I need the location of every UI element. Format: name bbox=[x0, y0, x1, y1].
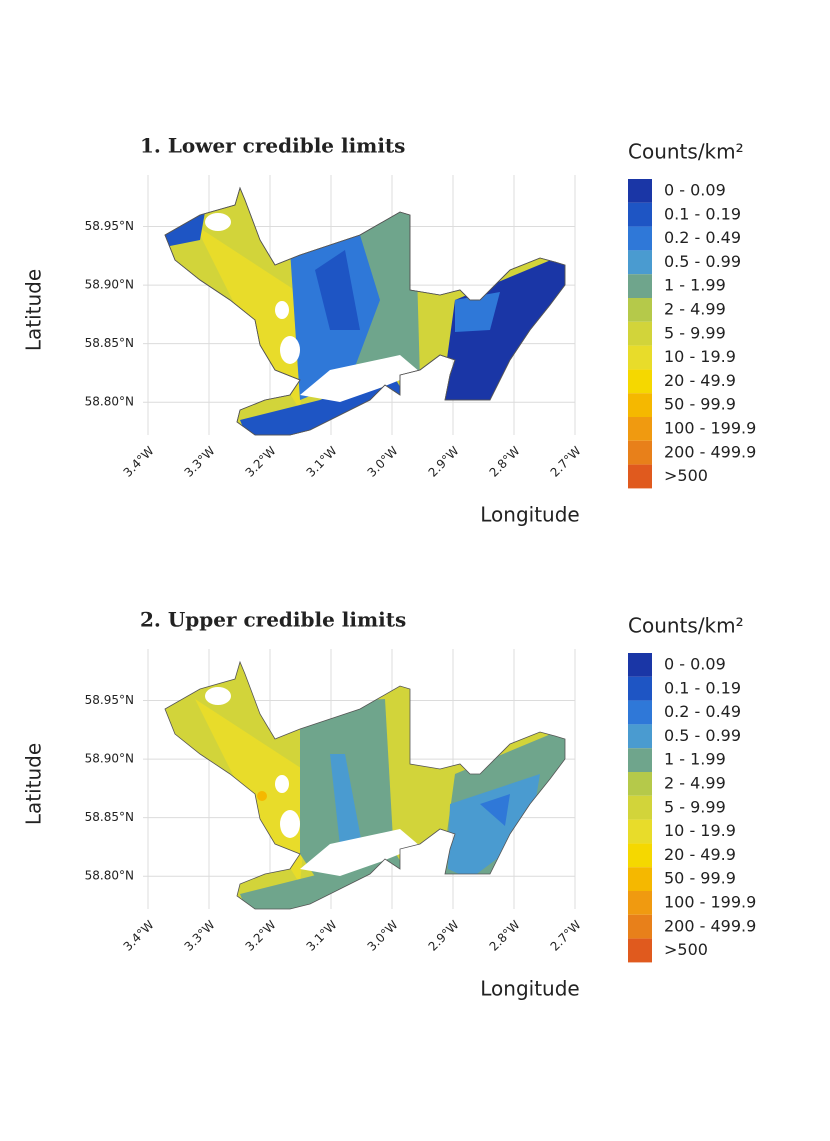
y-tick-label: 58.80°N bbox=[85, 395, 134, 409]
legend-label: 100 - 199.9 bbox=[664, 419, 756, 438]
legend-label: 1 - 1.99 bbox=[664, 276, 726, 295]
x-tick-label: 3.0°W bbox=[365, 444, 401, 480]
legend-title: Counts/km² bbox=[628, 140, 744, 164]
y-tick-label: 58.80°N bbox=[85, 869, 134, 883]
legend-swatch bbox=[628, 772, 652, 796]
legend-swatch bbox=[628, 393, 652, 417]
legend-label: 0 - 0.09 bbox=[664, 181, 726, 200]
y-tick-label: 58.85°N bbox=[85, 810, 134, 824]
legend-label: >500 bbox=[664, 940, 708, 959]
legend-swatch bbox=[628, 417, 652, 441]
legend-swatch bbox=[628, 250, 652, 275]
y-tick-label: 58.95°N bbox=[85, 693, 134, 707]
legend-label: 0.1 - 0.19 bbox=[664, 678, 741, 697]
legend-label: 0.2 - 0.49 bbox=[664, 228, 741, 247]
x-tick-label: 3.0°W bbox=[365, 918, 401, 954]
x-tick-label: 2.7°W bbox=[548, 444, 584, 480]
y-tick-label: 58.90°N bbox=[85, 752, 134, 766]
legend-swatch bbox=[628, 298, 652, 322]
x-axis-label: Longitude bbox=[480, 503, 579, 527]
legend-swatch bbox=[628, 345, 652, 370]
x-tick-label: 2.9°W bbox=[426, 918, 462, 954]
x-tick-label: 3.2°W bbox=[243, 918, 279, 954]
legend-swatch bbox=[628, 891, 652, 915]
legend-label: 200 - 499.9 bbox=[664, 442, 756, 461]
panel-title: 1. Lower credible limits bbox=[140, 134, 405, 158]
legend-label: 50 - 99.9 bbox=[664, 869, 736, 888]
x-tick-label: 3.4°W bbox=[121, 918, 157, 954]
legend-label: 0.2 - 0.49 bbox=[664, 702, 741, 721]
legend-swatch bbox=[628, 464, 652, 489]
legend-swatch bbox=[628, 274, 652, 298]
legend-swatch bbox=[628, 653, 652, 677]
legend-label: 5 - 9.99 bbox=[664, 797, 726, 816]
legend-swatch bbox=[628, 867, 652, 891]
legend-label: 2 - 4.99 bbox=[664, 300, 726, 319]
legend-label: 0.5 - 0.99 bbox=[664, 726, 741, 745]
legend-swatch bbox=[628, 676, 652, 701]
legend-label: 50 - 99.9 bbox=[664, 395, 736, 414]
x-tick-label: 3.4°W bbox=[121, 444, 157, 480]
y-tick-label: 58.90°N bbox=[85, 278, 134, 292]
legend-label: 200 - 499.9 bbox=[664, 916, 756, 935]
panel-title: 2. Upper credible limits bbox=[140, 608, 406, 632]
legend-label: 0 - 0.09 bbox=[664, 655, 726, 674]
legend-title: Counts/km² bbox=[628, 614, 744, 638]
legend-label: 20 - 49.9 bbox=[664, 371, 736, 390]
legend-swatch bbox=[628, 795, 652, 820]
x-tick-label: 2.9°W bbox=[426, 444, 462, 480]
legend-swatch bbox=[628, 914, 652, 939]
legend-label: >500 bbox=[664, 466, 708, 485]
x-axis-label: Longitude bbox=[480, 977, 579, 1001]
legend-swatch bbox=[628, 724, 652, 749]
x-tick-label: 2.8°W bbox=[487, 918, 523, 954]
legend-swatch bbox=[628, 179, 652, 203]
x-tick-label: 3.3°W bbox=[182, 918, 218, 954]
legend-label: 0.5 - 0.99 bbox=[664, 252, 741, 271]
x-tick-label: 3.2°W bbox=[243, 444, 279, 480]
legend-swatch bbox=[628, 819, 652, 844]
x-tick-label: 2.7°W bbox=[548, 918, 584, 954]
y-axis-label: Latitude bbox=[22, 743, 46, 825]
x-tick-label: 2.8°W bbox=[487, 444, 523, 480]
legend-label: 2 - 4.99 bbox=[664, 774, 726, 793]
legend-swatch bbox=[628, 226, 652, 251]
legend-label: 5 - 9.99 bbox=[664, 323, 726, 342]
legend-label: 20 - 49.9 bbox=[664, 845, 736, 864]
x-tick-label: 3.3°W bbox=[182, 444, 218, 480]
legend-swatch bbox=[628, 321, 652, 346]
y-axis-label: Latitude bbox=[22, 269, 46, 351]
legend-swatch bbox=[628, 369, 652, 394]
y-tick-label: 58.85°N bbox=[85, 336, 134, 350]
legend-label: 100 - 199.9 bbox=[664, 893, 756, 912]
legend-swatch bbox=[628, 938, 652, 963]
legend-label: 10 - 19.9 bbox=[664, 347, 736, 366]
legend-swatch bbox=[628, 202, 652, 227]
legend-label: 10 - 19.9 bbox=[664, 821, 736, 840]
y-tick-label: 58.95°N bbox=[85, 219, 134, 233]
x-tick-label: 3.1°W bbox=[304, 918, 340, 954]
x-tick-label: 3.1°W bbox=[304, 444, 340, 480]
legend-label: 1 - 1.99 bbox=[664, 750, 726, 769]
legend-swatch bbox=[628, 748, 652, 772]
legend-label: 0.1 - 0.19 bbox=[664, 204, 741, 223]
legend-swatch bbox=[628, 700, 652, 725]
legend-swatch bbox=[628, 843, 652, 868]
legend-swatch bbox=[628, 440, 652, 465]
